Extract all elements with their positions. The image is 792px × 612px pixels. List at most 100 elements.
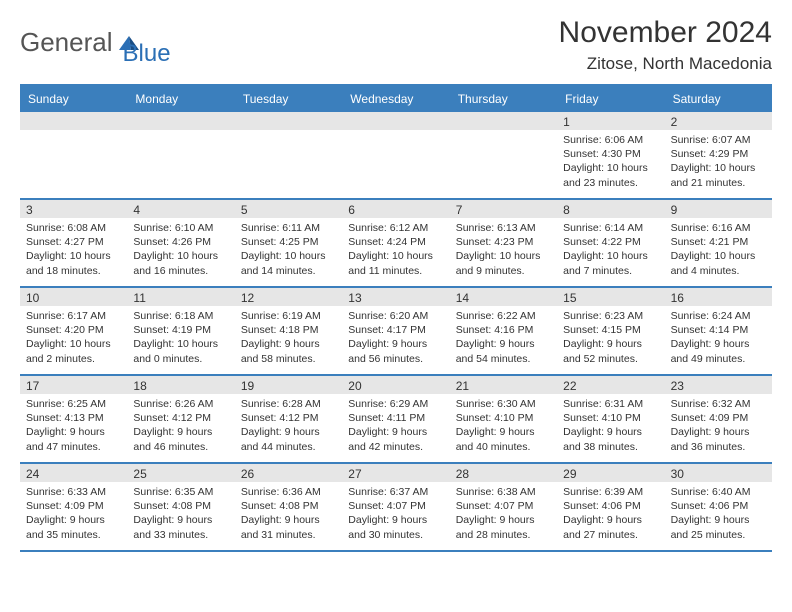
cell-body: Sunrise: 6:26 AMSunset: 4:12 PMDaylight:… [127,394,234,458]
calendar-cell: 17Sunrise: 6:25 AMSunset: 4:13 PMDayligh… [20,376,127,462]
sunset-text: Sunset: 4:08 PM [133,499,228,513]
calendar-cell: 19Sunrise: 6:28 AMSunset: 4:12 PMDayligh… [235,376,342,462]
dayhead-monday: Monday [127,86,234,112]
daylight-text: Daylight: 10 hours and 21 minutes. [671,161,766,189]
week-row: 3Sunrise: 6:08 AMSunset: 4:27 PMDaylight… [20,200,772,288]
sunset-text: Sunset: 4:25 PM [241,235,336,249]
sunrise-text: Sunrise: 6:11 AM [241,221,336,235]
sunset-text: Sunset: 4:21 PM [671,235,766,249]
sunset-text: Sunset: 4:11 PM [348,411,443,425]
sunrise-text: Sunrise: 6:20 AM [348,309,443,323]
daylight-text: Daylight: 10 hours and 18 minutes. [26,249,121,277]
date-number: 6 [342,200,449,218]
calendar-cell: 7Sunrise: 6:13 AMSunset: 4:23 PMDaylight… [450,200,557,286]
daylight-text: Daylight: 9 hours and 30 minutes. [348,513,443,541]
dayhead-sunday: Sunday [20,86,127,112]
cell-body: Sunrise: 6:08 AMSunset: 4:27 PMDaylight:… [20,218,127,282]
sunset-text: Sunset: 4:24 PM [348,235,443,249]
sunrise-text: Sunrise: 6:12 AM [348,221,443,235]
calendar-cell [20,112,127,198]
sunrise-text: Sunrise: 6:16 AM [671,221,766,235]
sunrise-text: Sunrise: 6:39 AM [563,485,658,499]
sunrise-text: Sunrise: 6:40 AM [671,485,766,499]
daylight-text: Daylight: 9 hours and 27 minutes. [563,513,658,541]
date-number: 25 [127,464,234,482]
cell-body: Sunrise: 6:12 AMSunset: 4:24 PMDaylight:… [342,218,449,282]
calendar-cell: 21Sunrise: 6:30 AMSunset: 4:10 PMDayligh… [450,376,557,462]
daylight-text: Daylight: 9 hours and 31 minutes. [241,513,336,541]
daylight-text: Daylight: 9 hours and 52 minutes. [563,337,658,365]
calendar-cell: 30Sunrise: 6:40 AMSunset: 4:06 PMDayligh… [665,464,772,550]
calendar-cell: 18Sunrise: 6:26 AMSunset: 4:12 PMDayligh… [127,376,234,462]
calendar-cell: 4Sunrise: 6:10 AMSunset: 4:26 PMDaylight… [127,200,234,286]
dayhead-thursday: Thursday [450,86,557,112]
sunrise-text: Sunrise: 6:24 AM [671,309,766,323]
sunrise-text: Sunrise: 6:19 AM [241,309,336,323]
cell-body: Sunrise: 6:16 AMSunset: 4:21 PMDaylight:… [665,218,772,282]
cell-body: Sunrise: 6:13 AMSunset: 4:23 PMDaylight:… [450,218,557,282]
dayhead-tuesday: Tuesday [235,86,342,112]
sunset-text: Sunset: 4:14 PM [671,323,766,337]
date-number: 7 [450,200,557,218]
date-number [450,112,557,130]
sunrise-text: Sunrise: 6:28 AM [241,397,336,411]
sunset-text: Sunset: 4:07 PM [348,499,443,513]
cell-body: Sunrise: 6:36 AMSunset: 4:08 PMDaylight:… [235,482,342,546]
cell-body: Sunrise: 6:38 AMSunset: 4:07 PMDaylight:… [450,482,557,546]
date-number: 9 [665,200,772,218]
daylight-text: Daylight: 9 hours and 38 minutes. [563,425,658,453]
calendar-cell: 5Sunrise: 6:11 AMSunset: 4:25 PMDaylight… [235,200,342,286]
date-number: 19 [235,376,342,394]
daylight-text: Daylight: 10 hours and 2 minutes. [26,337,121,365]
date-number: 26 [235,464,342,482]
sunset-text: Sunset: 4:17 PM [348,323,443,337]
sunrise-text: Sunrise: 6:32 AM [671,397,766,411]
calendar-cell: 10Sunrise: 6:17 AMSunset: 4:20 PMDayligh… [20,288,127,374]
cell-body: Sunrise: 6:18 AMSunset: 4:19 PMDaylight:… [127,306,234,370]
sunrise-text: Sunrise: 6:30 AM [456,397,551,411]
daylight-text: Daylight: 9 hours and 46 minutes. [133,425,228,453]
calendar-cell [235,112,342,198]
sunrise-text: Sunrise: 6:13 AM [456,221,551,235]
date-number: 12 [235,288,342,306]
sunrise-text: Sunrise: 6:23 AM [563,309,658,323]
sunrise-text: Sunrise: 6:31 AM [563,397,658,411]
calendar-cell: 14Sunrise: 6:22 AMSunset: 4:16 PMDayligh… [450,288,557,374]
cell-body [450,130,557,137]
date-number: 29 [557,464,664,482]
sunrise-text: Sunrise: 6:33 AM [26,485,121,499]
daylight-text: Daylight: 9 hours and 56 minutes. [348,337,443,365]
logo-text-general: General [20,27,113,58]
calendar-cell: 6Sunrise: 6:12 AMSunset: 4:24 PMDaylight… [342,200,449,286]
date-number: 24 [20,464,127,482]
sunset-text: Sunset: 4:12 PM [133,411,228,425]
daylight-text: Daylight: 10 hours and 0 minutes. [133,337,228,365]
sunset-text: Sunset: 4:20 PM [26,323,121,337]
date-number: 15 [557,288,664,306]
sunrise-text: Sunrise: 6:17 AM [26,309,121,323]
cell-body: Sunrise: 6:29 AMSunset: 4:11 PMDaylight:… [342,394,449,458]
cell-body: Sunrise: 6:31 AMSunset: 4:10 PMDaylight:… [557,394,664,458]
sunrise-text: Sunrise: 6:14 AM [563,221,658,235]
date-number: 28 [450,464,557,482]
logo-text-blue: Blue [123,40,171,68]
sunrise-text: Sunrise: 6:38 AM [456,485,551,499]
calendar-cell: 3Sunrise: 6:08 AMSunset: 4:27 PMDaylight… [20,200,127,286]
date-number: 11 [127,288,234,306]
cell-body: Sunrise: 6:22 AMSunset: 4:16 PMDaylight:… [450,306,557,370]
cell-body: Sunrise: 6:11 AMSunset: 4:25 PMDaylight:… [235,218,342,282]
daylight-text: Daylight: 10 hours and 11 minutes. [348,249,443,277]
cell-body: Sunrise: 6:19 AMSunset: 4:18 PMDaylight:… [235,306,342,370]
sunrise-text: Sunrise: 6:37 AM [348,485,443,499]
sunrise-text: Sunrise: 6:08 AM [26,221,121,235]
date-number: 1 [557,112,664,130]
calendar-cell: 23Sunrise: 6:32 AMSunset: 4:09 PMDayligh… [665,376,772,462]
cell-body: Sunrise: 6:17 AMSunset: 4:20 PMDaylight:… [20,306,127,370]
calendar-cell [127,112,234,198]
sunset-text: Sunset: 4:19 PM [133,323,228,337]
calendar-cell: 26Sunrise: 6:36 AMSunset: 4:08 PMDayligh… [235,464,342,550]
daylight-text: Daylight: 9 hours and 33 minutes. [133,513,228,541]
sunset-text: Sunset: 4:18 PM [241,323,336,337]
logo: General Blue [20,16,171,68]
cell-body: Sunrise: 6:06 AMSunset: 4:30 PMDaylight:… [557,130,664,194]
